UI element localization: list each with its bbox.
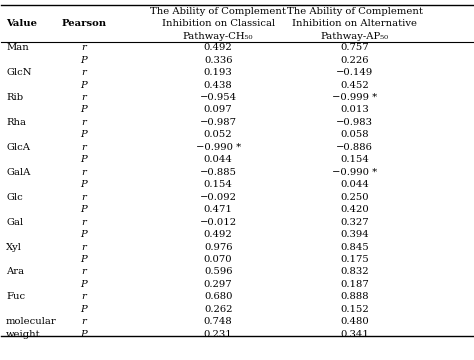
Text: −0.954: −0.954 bbox=[200, 93, 237, 102]
Text: −0.885: −0.885 bbox=[200, 168, 237, 177]
Text: 0.175: 0.175 bbox=[340, 255, 369, 264]
Text: Gal: Gal bbox=[6, 218, 23, 227]
Text: 0.680: 0.680 bbox=[204, 292, 232, 301]
Text: 0.058: 0.058 bbox=[340, 130, 369, 139]
Text: 0.832: 0.832 bbox=[340, 267, 369, 276]
Text: 0.452: 0.452 bbox=[340, 81, 369, 90]
Text: 0.888: 0.888 bbox=[340, 292, 369, 301]
Text: 0.341: 0.341 bbox=[340, 330, 369, 339]
Text: r: r bbox=[82, 143, 86, 152]
Text: 0.420: 0.420 bbox=[340, 205, 369, 214]
Text: r: r bbox=[82, 43, 86, 52]
Text: P: P bbox=[81, 255, 87, 264]
Text: 0.757: 0.757 bbox=[340, 43, 369, 52]
Text: r: r bbox=[82, 292, 86, 301]
Text: GalA: GalA bbox=[6, 168, 30, 177]
Text: r: r bbox=[82, 93, 86, 102]
Text: P: P bbox=[81, 130, 87, 139]
Text: Fuc: Fuc bbox=[6, 292, 25, 301]
Text: Pathway-CH₅₀: Pathway-CH₅₀ bbox=[183, 32, 254, 41]
Text: Rib: Rib bbox=[6, 93, 23, 102]
Text: 0.262: 0.262 bbox=[204, 305, 232, 314]
Text: P: P bbox=[81, 55, 87, 64]
Text: 0.152: 0.152 bbox=[340, 305, 369, 314]
Text: r: r bbox=[82, 118, 86, 127]
Text: Xyl: Xyl bbox=[6, 243, 22, 252]
Text: P: P bbox=[81, 230, 87, 239]
Text: −0.999 *: −0.999 * bbox=[332, 93, 377, 102]
Text: 0.492: 0.492 bbox=[204, 230, 233, 239]
Text: The Ability of Complement: The Ability of Complement bbox=[150, 7, 286, 16]
Text: 0.327: 0.327 bbox=[340, 218, 369, 227]
Text: Pearson: Pearson bbox=[61, 19, 107, 28]
Text: 0.480: 0.480 bbox=[340, 318, 369, 327]
Text: 0.596: 0.596 bbox=[204, 267, 232, 276]
Text: P: P bbox=[81, 205, 87, 214]
Text: weight: weight bbox=[6, 330, 41, 339]
Text: The Ability of Complement: The Ability of Complement bbox=[287, 7, 423, 16]
Text: 0.297: 0.297 bbox=[204, 280, 232, 289]
Text: 0.845: 0.845 bbox=[340, 243, 369, 252]
Text: Value: Value bbox=[6, 19, 37, 28]
Text: 0.044: 0.044 bbox=[340, 180, 369, 189]
Text: −0.983: −0.983 bbox=[337, 118, 374, 127]
Text: 0.438: 0.438 bbox=[204, 81, 233, 90]
Text: P: P bbox=[81, 81, 87, 90]
Text: Pathway-AP₅₀: Pathway-AP₅₀ bbox=[321, 32, 389, 41]
Text: 0.097: 0.097 bbox=[204, 105, 232, 114]
Text: Inhibition on Alternative: Inhibition on Alternative bbox=[292, 19, 417, 28]
Text: −0.987: −0.987 bbox=[200, 118, 237, 127]
Text: r: r bbox=[82, 218, 86, 227]
Text: −0.990 *: −0.990 * bbox=[332, 168, 377, 177]
Text: r: r bbox=[82, 267, 86, 276]
Text: P: P bbox=[81, 280, 87, 289]
Text: −0.886: −0.886 bbox=[337, 143, 373, 152]
Text: −0.092: −0.092 bbox=[200, 193, 237, 202]
Text: 0.492: 0.492 bbox=[204, 43, 233, 52]
Text: r: r bbox=[82, 168, 86, 177]
Text: 0.187: 0.187 bbox=[340, 280, 369, 289]
Text: −0.990 *: −0.990 * bbox=[196, 143, 241, 152]
Text: r: r bbox=[82, 318, 86, 327]
Text: P: P bbox=[81, 180, 87, 189]
Text: 0.070: 0.070 bbox=[204, 255, 232, 264]
Text: 0.226: 0.226 bbox=[340, 55, 369, 64]
Text: P: P bbox=[81, 305, 87, 314]
Text: GlcN: GlcN bbox=[6, 68, 32, 77]
Text: GlcA: GlcA bbox=[6, 143, 30, 152]
Text: r: r bbox=[82, 68, 86, 77]
Text: molecular: molecular bbox=[6, 318, 57, 327]
Text: 0.231: 0.231 bbox=[204, 330, 233, 339]
Text: 0.471: 0.471 bbox=[204, 205, 233, 214]
Text: 0.013: 0.013 bbox=[340, 105, 369, 114]
Text: r: r bbox=[82, 243, 86, 252]
Text: 0.394: 0.394 bbox=[340, 230, 369, 239]
Text: r: r bbox=[82, 193, 86, 202]
Text: −0.012: −0.012 bbox=[200, 218, 237, 227]
Text: 0.044: 0.044 bbox=[204, 155, 233, 164]
Text: −0.149: −0.149 bbox=[336, 68, 374, 77]
Text: P: P bbox=[81, 330, 87, 339]
Text: Glc: Glc bbox=[6, 193, 23, 202]
Text: P: P bbox=[81, 155, 87, 164]
Text: Man: Man bbox=[6, 43, 29, 52]
Text: 0.250: 0.250 bbox=[340, 193, 369, 202]
Text: 0.976: 0.976 bbox=[204, 243, 232, 252]
Text: 0.193: 0.193 bbox=[204, 68, 233, 77]
Text: 0.748: 0.748 bbox=[204, 318, 233, 327]
Text: Inhibition on Classical: Inhibition on Classical bbox=[162, 19, 275, 28]
Text: 0.052: 0.052 bbox=[204, 130, 232, 139]
Text: 0.336: 0.336 bbox=[204, 55, 232, 64]
Text: 0.154: 0.154 bbox=[204, 180, 233, 189]
Text: Rha: Rha bbox=[6, 118, 26, 127]
Text: Ara: Ara bbox=[6, 267, 24, 276]
Text: P: P bbox=[81, 105, 87, 114]
Text: 0.154: 0.154 bbox=[340, 155, 369, 164]
